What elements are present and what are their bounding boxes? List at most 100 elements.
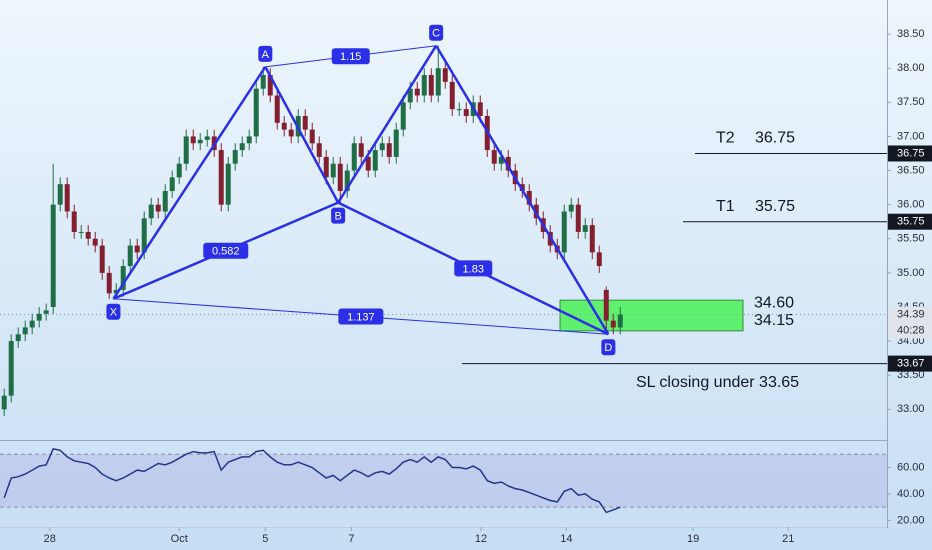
candle-body [281, 122, 287, 130]
candle-body [561, 211, 567, 253]
candle-body [246, 136, 252, 144]
candle-body [582, 225, 588, 232]
y-tick-label: 33.50 [897, 369, 925, 381]
y-tick-label: 38.00 [897, 62, 925, 74]
candle-body [442, 68, 448, 82]
point-box [601, 339, 616, 356]
candle-body [155, 204, 161, 212]
candle-body [372, 150, 378, 171]
y-tick-label: 40.00 [897, 488, 925, 500]
candle-body [190, 136, 196, 144]
candle-body [274, 95, 280, 123]
candle-body [162, 191, 168, 212]
candle-body [22, 327, 28, 335]
candle-body [15, 334, 21, 342]
candle-body [71, 211, 77, 232]
candle-body [218, 150, 224, 205]
candle-body [379, 143, 385, 151]
entry-zone [559, 299, 744, 332]
x-tick-label: 5 [262, 533, 268, 545]
point-label: C [432, 28, 440, 40]
y-tick-label: 36.50 [897, 164, 925, 176]
ratio-box [203, 242, 249, 259]
x-tick-label: 21 [782, 533, 794, 545]
rsi-line [3, 448, 621, 514]
x-tick-label: 28 [44, 533, 56, 545]
last-price-label: 34.39 [897, 308, 925, 320]
price-tag-label: 33.67 [897, 358, 925, 370]
point-label: X [110, 307, 118, 319]
candle-body [337, 163, 343, 192]
candle-body [575, 204, 581, 232]
pattern-leg [264, 66, 340, 204]
ratio-label: 1.83 [463, 263, 484, 275]
candle-body [99, 245, 105, 273]
point-box [258, 45, 273, 62]
candle-body [8, 341, 14, 396]
candle-body [596, 252, 602, 267]
candle-body [316, 143, 322, 157]
candle-body [505, 156, 511, 171]
candle-body [141, 218, 147, 253]
price-tag [888, 355, 932, 372]
ratio-label: 1.15 [340, 51, 361, 63]
candle-body [43, 310, 49, 314]
candle-body [393, 129, 399, 157]
ratio-label: 1.137 [347, 311, 375, 323]
candle-body [365, 156, 371, 171]
candle-body [526, 191, 532, 205]
last-price-tag [888, 306, 932, 339]
point-label: A [262, 49, 270, 61]
x-tick-label: 14 [560, 533, 572, 545]
point-box [331, 207, 346, 224]
candle-body [407, 88, 413, 103]
candle-body [617, 314, 623, 328]
candle-body [386, 143, 392, 157]
candle-body [106, 272, 112, 294]
point-label: B [334, 211, 341, 223]
target-value: 36.75 [755, 130, 795, 147]
candle-body [288, 129, 294, 137]
candle-body [169, 177, 175, 192]
candle-body [421, 75, 427, 96]
target-value: 35.75 [755, 198, 795, 215]
candle-body [85, 231, 91, 239]
ratio-label: 0.582 [212, 246, 240, 258]
price-tag-label: 36.75 [897, 147, 925, 159]
pattern-leg [112, 66, 267, 300]
candle-body [239, 143, 245, 151]
point-box [429, 24, 444, 41]
candle-body [610, 320, 616, 328]
price-tag [888, 145, 932, 162]
candle-body [456, 109, 462, 111]
zone-high-label: 34.60 [754, 294, 794, 311]
candle-body [302, 115, 308, 130]
pattern-leg [337, 45, 438, 204]
candle-body [358, 143, 364, 157]
candle-body [197, 139, 203, 144]
candle-body [92, 238, 98, 246]
candle-body [351, 143, 357, 171]
candle-body [330, 163, 336, 178]
candle-body [204, 136, 210, 140]
candle-body [120, 266, 126, 290]
y-tick-label: 35.50 [897, 233, 925, 245]
candle-body [267, 75, 273, 96]
point-box [106, 303, 121, 320]
candle-body [414, 88, 420, 96]
candle-body [323, 156, 329, 178]
candle-body [260, 75, 266, 89]
pattern-leg [435, 45, 610, 335]
ratio-box [338, 308, 384, 325]
candle-body [176, 163, 182, 178]
x-tick-label: 19 [687, 533, 699, 545]
y-tick-label: 37.50 [897, 96, 925, 108]
y-tick-label: 38.50 [897, 28, 925, 40]
ratio-box [331, 48, 370, 65]
y-tick-label: 36.00 [897, 199, 925, 211]
candle-body [498, 156, 504, 164]
y-tick-label: 20.00 [897, 514, 925, 526]
candle-body [449, 81, 455, 110]
candle-body [148, 204, 154, 219]
